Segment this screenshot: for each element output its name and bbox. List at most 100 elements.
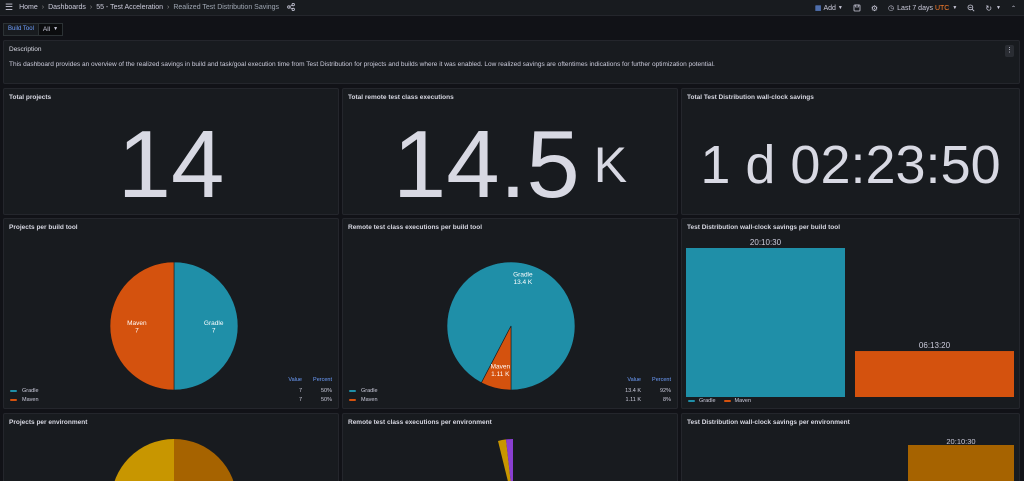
pie-slice-maven[interactable] [481, 325, 512, 391]
legend-row-gradle[interactable]: Gradle 13.4 K 92% [349, 386, 671, 395]
toolbar-actions: ▦ Add ▼ ⚙ ◷ Last 7 days UTC ▼ ↻ ▼ ⌃ [805, 0, 1024, 16]
breadcrumb: Home › Dashboards › 55 - Test Accelerati… [19, 4, 279, 11]
legend-percent: 92% [659, 387, 671, 394]
pie-label-value: 1.11 K [491, 371, 510, 378]
legend-name: Maven [734, 398, 752, 404]
variables-bar: Build Tool All ▼ [3, 22, 64, 36]
chevron-right-icon: › [89, 4, 93, 11]
panel-title: Total remote test class executions [348, 94, 454, 101]
panel-title: Test Distribution wall-clock savings per… [687, 419, 850, 426]
collapse-icon[interactable]: ⌃ [1010, 5, 1016, 12]
legend-name: Gradle [22, 387, 39, 394]
stat-value: 14 [117, 110, 225, 215]
remote-executions-per-environment-pie [498, 439, 513, 481]
breadcrumb-dashboards[interactable]: Dashboards [48, 4, 86, 11]
chevron-right-icon: › [41, 4, 45, 11]
pie-label-value: 13.4 K [513, 279, 532, 286]
panel-title: Remote test class executions per environ… [348, 419, 492, 426]
total-remote-executions-panel: Total remote test class executions 14.5 … [342, 88, 678, 215]
legend-percent: 8% [663, 396, 671, 403]
panel-title: Test Distribution wall-clock savings per… [687, 224, 841, 231]
refresh-icon[interactable]: ↻ [985, 3, 993, 13]
chevron-down-icon: ▼ [837, 5, 843, 11]
legend-value: 1.11 K [625, 396, 642, 403]
breadcrumb-folder[interactable]: 55 - Test Acceleration [96, 4, 164, 11]
projects-per-build-tool-panel: Projects per build tool Gradle 7 Maven 7 Va… [3, 218, 339, 409]
env-bar-label: 20:10:30 [946, 437, 976, 446]
legend-value: 7 [298, 396, 302, 403]
build-tool-value: All [42, 25, 51, 33]
build-tool-label: Build Tool [3, 22, 39, 36]
time-range-picker[interactable]: ◷ Last 7 days UTC ▼ [888, 4, 957, 13]
legend-swatch [349, 389, 356, 392]
panel-title: Description [9, 46, 42, 53]
zoom-out-icon[interactable] [967, 4, 975, 12]
timezone-label: UTC [934, 4, 950, 12]
panel-title: Projects per build tool [9, 224, 78, 231]
add-button[interactable]: ▦ Add ▼ [815, 4, 843, 13]
chevron-right-icon: › [167, 4, 170, 11]
add-label: Add [823, 4, 836, 12]
top-bar: ☰ Home › Dashboards › 55 - Test Accelera… [0, 0, 1024, 16]
breadcrumb-dashboard-title: Realized Test Distribution Savings [173, 4, 280, 11]
legend-name: Gradle [699, 398, 716, 404]
total-savings-panel: Total Test Distribution wall-clock savin… [681, 88, 1020, 215]
legend-row-gradle[interactable]: Gradle 7 50% [10, 386, 332, 395]
pie-legend: Value Percent Gradle 13.4 K 92% Maven 1.… [349, 377, 671, 404]
menu-icon[interactable]: ☰ [5, 2, 14, 12]
remote-executions-per-environment-panel: Remote test class executions per environ… [342, 413, 678, 481]
legend-item-gradle[interactable]: Gradle [688, 398, 716, 404]
pie-label-name: Maven [491, 364, 511, 371]
pie-slice-maven[interactable] [109, 261, 175, 391]
refresh-interval-chevron-icon[interactable]: ▼ [996, 5, 1001, 11]
legend-item-maven[interactable]: Maven [723, 398, 752, 404]
gear-icon[interactable]: ⚙ [870, 3, 879, 13]
total-projects-value: 14 [4, 109, 338, 215]
remote-executions-per-build-tool-panel: Remote test class executions per build t… [342, 218, 678, 409]
pie-legend: Value Percent Gradle 7 50% Maven 7 50% [10, 377, 332, 404]
savings-per-environment-panel: Test Distribution wall-clock savings per… [681, 413, 1020, 481]
legend-swatch [10, 389, 17, 392]
bar-maven[interactable] [855, 351, 1014, 397]
panel-title: Total projects [9, 94, 52, 101]
bar-legend: Gradle Maven [688, 398, 759, 404]
build-tool-select[interactable]: All ▼ [38, 22, 64, 36]
legend-value: 13.4 K [625, 387, 641, 394]
env-pie-slice [498, 439, 511, 481]
time-range-label: Last 7 days [897, 4, 933, 12]
bar-gradle[interactable] [686, 248, 845, 397]
pie-label-value: 7 [212, 328, 216, 335]
save-icon[interactable] [853, 4, 861, 12]
stat-value: 14.5 [392, 110, 580, 215]
breadcrumb-home[interactable]: Home [19, 4, 38, 11]
legend-header-value[interactable]: Value [288, 377, 302, 383]
bar-value-label: 06:13:20 [919, 341, 951, 350]
savings-per-build-tool-bars: 20:10:30 06:13:20 [686, 238, 1014, 397]
env-pie-slice [174, 439, 234, 481]
legend-row-maven[interactable]: Maven 1.11 K 8% [349, 395, 671, 404]
share-icon[interactable] [287, 2, 295, 13]
env-pie-slice [114, 439, 174, 481]
legend-row-maven[interactable]: Maven 7 50% [10, 395, 332, 404]
total-projects-panel: Total projects 14 [3, 88, 339, 215]
env-pie-slice [506, 439, 513, 481]
total-remote-executions-value: 14.5 K [343, 109, 677, 215]
pie-slice-gradle[interactable] [173, 261, 239, 391]
pie-label-name: Gradle [204, 320, 224, 327]
legend-header-value[interactable]: Value [627, 377, 641, 383]
chevron-down-icon: ▼ [53, 26, 59, 32]
pie-label-name: Maven [127, 320, 147, 327]
stat-unit: K [593, 136, 628, 193]
env-bar [908, 445, 1014, 481]
pie-label-value: 7 [135, 328, 139, 335]
legend-name: Maven [361, 396, 378, 403]
savings-per-build-tool-panel: Test Distribution wall-clock savings per… [681, 218, 1020, 409]
legend-header-percent[interactable]: Percent [652, 377, 671, 383]
panel-title: Projects per environment [9, 419, 88, 426]
legend-header-percent[interactable]: Percent [313, 377, 332, 383]
panel-menu-icon[interactable]: ⋮ [1005, 45, 1014, 57]
description-panel: Description This dashboard provides an o… [3, 40, 1020, 84]
projects-per-environment-panel: Projects per environment [3, 413, 339, 481]
